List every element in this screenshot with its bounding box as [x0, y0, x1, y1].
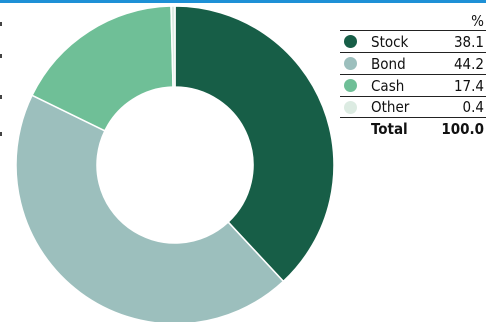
legend-value-stock: 38.1	[453, 32, 484, 51]
legend-total-row: Total 100.0	[340, 118, 486, 140]
legend-row-cash: Cash 17.4	[340, 74, 486, 96]
legend-unit-header: %	[340, 8, 486, 30]
legend-table: % Stock 38.1 Bond 44.2 Cash 17.4 Other 0…	[340, 8, 486, 140]
legend-swatch-other	[344, 100, 357, 114]
edge-mark	[0, 54, 2, 58]
legend-value-cash: 17.4	[453, 76, 484, 95]
legend-swatch-stock	[344, 35, 357, 48]
legend-value-bond: 44.2	[453, 54, 484, 73]
total-label: Total	[371, 120, 408, 138]
legend-swatch-cash	[344, 79, 357, 92]
legend-row-bond: Bond 44.2	[340, 52, 486, 74]
edge-mark	[0, 132, 2, 136]
top-accent-bar	[0, 0, 486, 3]
donut-slice-stock	[174, 5, 335, 283]
total-value: 100.0	[441, 120, 484, 138]
legend-label-other: Other	[371, 98, 410, 116]
unit-label: %	[471, 12, 484, 30]
donut-chart	[15, 5, 335, 322]
donut-slice-other	[170, 5, 176, 88]
legend-label-stock: Stock	[371, 32, 409, 51]
donut-slice-cash	[31, 5, 174, 132]
legend-label-cash: Cash	[371, 76, 405, 95]
legend-row-other: Other 0.4	[340, 96, 486, 118]
legend-label-bond: Bond	[371, 54, 406, 73]
legend-value-other: 0.4	[462, 98, 484, 116]
edge-mark	[0, 95, 2, 99]
legend-swatch-bond	[344, 57, 357, 70]
legend-row-stock: Stock 38.1	[340, 30, 486, 52]
donut-slice-bond	[15, 94, 285, 322]
edge-mark	[0, 22, 2, 26]
